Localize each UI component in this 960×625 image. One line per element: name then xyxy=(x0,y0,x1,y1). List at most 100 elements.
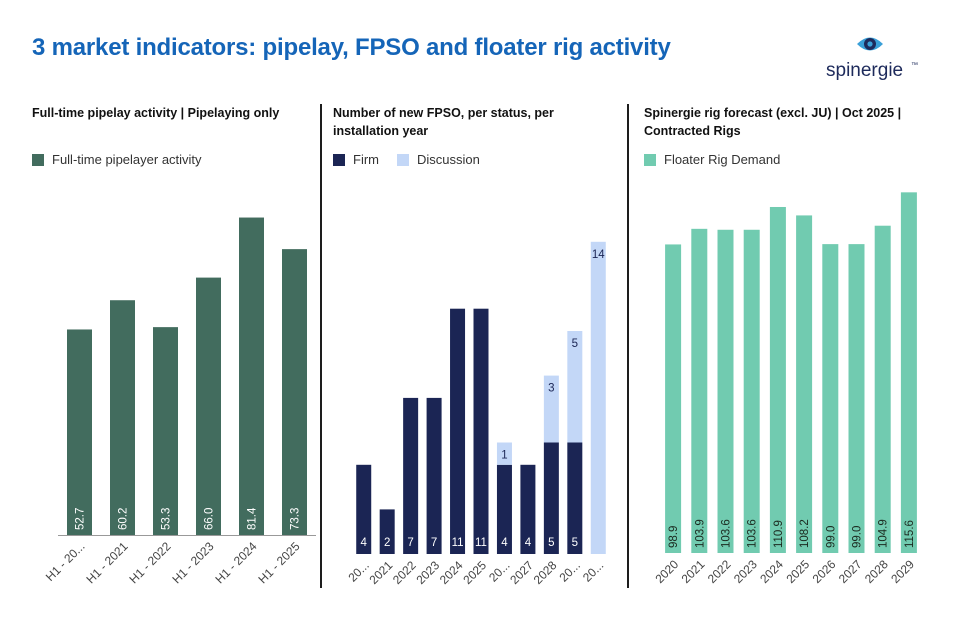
fpso-bar-firm xyxy=(379,509,395,554)
rig-data-label: 110.9 xyxy=(773,520,785,548)
fpso-bar-discussion xyxy=(496,442,512,465)
rig-tick-label: 2020 xyxy=(652,557,681,586)
pipelay-legend-swatch xyxy=(32,153,44,166)
pipelay-data-label: 81.4 xyxy=(247,507,259,530)
pipelay-bar-full-time-pipelayer-activity xyxy=(196,277,221,535)
fpso-data-label: 7 xyxy=(431,537,437,549)
rig-tick-label: 2027 xyxy=(836,557,865,586)
spinergie-logo: spinergie ™ xyxy=(822,34,922,81)
fpso-bar-firm xyxy=(356,464,372,554)
fpso-data-label: 11 xyxy=(475,537,487,549)
fpso-data-label: 1 xyxy=(501,450,507,462)
rig-data-label: 103.9 xyxy=(694,519,706,548)
fpso-chart-title: Number of new FPSO, per status, per inst… xyxy=(333,106,554,138)
pipelay-tick-label: H1 - 2024 xyxy=(212,539,259,586)
fpso-bar-firm xyxy=(567,442,583,554)
fpso-bar-discussion xyxy=(567,331,583,443)
fpso-legend: Firm Discussion xyxy=(333,152,480,167)
rig-bar-floater-rig-demand xyxy=(665,244,682,553)
rig-bar-floater-rig-demand xyxy=(743,229,760,553)
pipelay-data-label: 60.2 xyxy=(118,508,130,530)
logo-text: spinergie xyxy=(826,60,904,81)
fpso-tick-label: 20... xyxy=(345,558,371,584)
panel-divider-1 xyxy=(320,104,322,588)
rig-bar-floater-rig-demand xyxy=(769,206,786,553)
pipelay-legend-label: Full-time pipelayer activity xyxy=(52,152,202,167)
fpso-bar-firm xyxy=(426,397,442,554)
pipelay-tick-label: H1 - 2022 xyxy=(126,539,173,586)
fpso-data-label: 4 xyxy=(501,537,508,549)
rig-tick-label: 2026 xyxy=(810,557,839,586)
fpso-data-label: 5 xyxy=(572,537,578,549)
rig-bar-floater-rig-demand xyxy=(822,244,839,553)
rig-data-label: 115.6 xyxy=(904,520,916,548)
fpso-data-label: 7 xyxy=(407,537,413,549)
firm-legend-label: Firm xyxy=(353,152,379,167)
pipelay-chart-title: Full-time pipelay activity | Pipelaying … xyxy=(32,106,280,120)
rig-tick-label: 2021 xyxy=(679,557,708,586)
rig-bar-floater-rig-demand xyxy=(900,192,917,553)
fpso-tick-label: 2022 xyxy=(390,558,419,587)
fpso-tick-label: 2027 xyxy=(507,558,536,587)
fpso-bar-discussion xyxy=(543,375,559,443)
fpso-bar-firm xyxy=(543,442,559,554)
fpso-bar-firm xyxy=(520,464,536,554)
fpso-tick-label: 2021 xyxy=(367,558,396,587)
discussion-legend-label: Discussion xyxy=(417,152,480,167)
fpso-data-label: 5 xyxy=(548,537,554,549)
rig-tick-label: 2028 xyxy=(862,557,891,586)
pipelay-bar-full-time-pipelayer-activity xyxy=(282,249,307,535)
fpso-data-label: 14 xyxy=(592,249,605,261)
rig-bar-floater-rig-demand xyxy=(874,225,891,553)
spinergie-eye-icon xyxy=(857,37,883,51)
fpso-tick-label: 2028 xyxy=(531,558,560,587)
fpso-data-label: 11 xyxy=(452,537,464,549)
fpso-data-label: 4 xyxy=(361,537,368,549)
rig-legend: Floater Rig Demand xyxy=(644,152,780,167)
logo-tm: ™ xyxy=(911,62,918,69)
pipelay-bar-full-time-pipelayer-activity xyxy=(110,300,135,535)
rig-chart-title: Spinergie rig forecast (excl. JU) | Oct … xyxy=(644,106,902,138)
rig-data-label: 98.9 xyxy=(668,526,680,548)
rig-data-label: 104.9 xyxy=(878,519,890,548)
fpso-bar-firm xyxy=(473,308,489,554)
rig-legend-swatch xyxy=(644,153,656,166)
rig-data-label: 103.6 xyxy=(721,519,733,548)
fpso-data-label: 3 xyxy=(548,383,554,395)
pipelay-tick-label: H1 - 2023 xyxy=(169,539,216,586)
fpso-tick-label: 20... xyxy=(557,558,583,584)
fpso-data-label: 2 xyxy=(384,537,390,549)
pipelay-data-label: 52.7 xyxy=(75,508,87,530)
fpso-bar-firm xyxy=(496,464,512,554)
rig-tick-label: 2029 xyxy=(888,557,917,586)
discussion-legend-swatch xyxy=(397,153,409,166)
pipelay-tick-label: H1 - 2021 xyxy=(83,539,130,586)
rig-tick-label: 2023 xyxy=(731,557,760,586)
fpso-tick-label: 20... xyxy=(486,558,512,584)
fpso-tick-label: 2025 xyxy=(460,558,489,587)
rig-tick-label: 2025 xyxy=(783,557,812,586)
fpso-tick-label: 2023 xyxy=(413,558,442,587)
pipelay-legend: Full-time pipelayer activity xyxy=(32,152,202,167)
panel-divider-2 xyxy=(627,104,629,588)
pipelay-bar-full-time-pipelayer-activity xyxy=(67,329,92,535)
rig-bar-floater-rig-demand xyxy=(796,215,813,553)
pipelay-tick-label: H1 - 2025 xyxy=(255,539,302,586)
rig-bar-floater-rig-demand xyxy=(848,244,865,553)
pipelay-tick-label: H1 - 20... xyxy=(43,539,88,584)
fpso-tick-label: 20... xyxy=(580,558,606,584)
rig-data-label: 108.2 xyxy=(799,519,811,548)
rig-data-label: 99.0 xyxy=(825,526,837,548)
fpso-data-label: 4 xyxy=(525,537,532,549)
page-title: 3 market indicators: pipelay, FPSO and f… xyxy=(32,34,671,61)
rig-tick-label: 2022 xyxy=(705,557,734,586)
fpso-bar-firm xyxy=(403,397,419,554)
rig-bar-floater-rig-demand xyxy=(691,228,708,553)
fpso-bar-discussion xyxy=(590,241,606,555)
fpso-data-label: 5 xyxy=(572,338,578,350)
rig-tick-label: 2024 xyxy=(757,557,786,586)
rig-bar-floater-rig-demand xyxy=(717,229,734,553)
rig-data-label: 99.0 xyxy=(852,526,864,548)
pipelay-bar-full-time-pipelayer-activity xyxy=(239,217,264,536)
fpso-bar-firm xyxy=(450,308,466,554)
